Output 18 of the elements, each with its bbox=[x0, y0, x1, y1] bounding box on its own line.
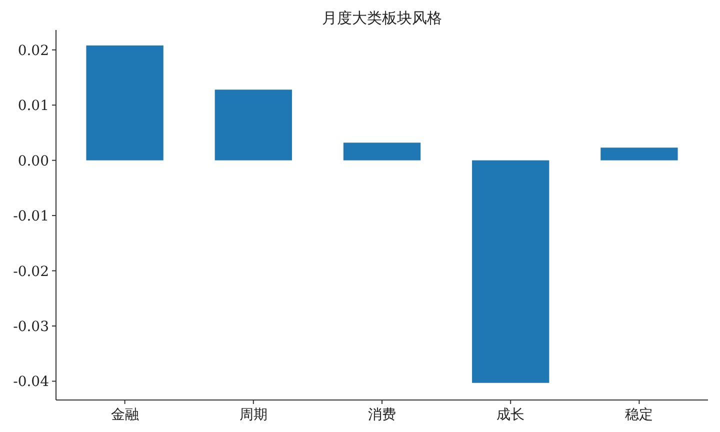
x-tick-label: 稳定 bbox=[625, 407, 654, 423]
y-tick-label: 0.00 bbox=[18, 153, 49, 170]
y-tick-label: -0.03 bbox=[13, 319, 49, 335]
chart-title: 月度大类板块风格 bbox=[322, 9, 442, 27]
x-tick-label: 消费 bbox=[368, 407, 396, 423]
y-tick-label: -0.02 bbox=[13, 264, 49, 280]
bar bbox=[214, 90, 292, 160]
y-tick-label: -0.01 bbox=[13, 208, 49, 225]
y-tick-label: 0.02 bbox=[18, 42, 49, 59]
x-tick-label: 周期 bbox=[239, 407, 268, 423]
bar bbox=[86, 45, 164, 160]
bar bbox=[343, 142, 421, 160]
bar bbox=[472, 160, 550, 383]
x-tick-label: 成长 bbox=[496, 407, 525, 423]
y-tick-label: 0.01 bbox=[18, 98, 49, 114]
y-tick-label: -0.04 bbox=[13, 374, 50, 390]
bar bbox=[600, 148, 678, 160]
x-tick-label: 金融 bbox=[110, 407, 139, 423]
